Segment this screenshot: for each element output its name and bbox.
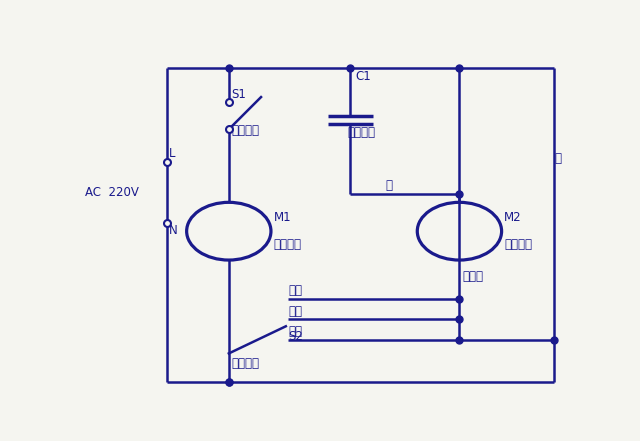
Text: L: L (169, 147, 176, 160)
Text: S1: S1 (231, 88, 246, 101)
Text: 黑: 黑 (555, 152, 562, 164)
Text: 低速: 低速 (288, 325, 302, 338)
Text: 黄: 黄 (385, 179, 392, 192)
Text: S2: S2 (288, 330, 303, 343)
Text: 启动电容: 启动电容 (348, 126, 376, 139)
Text: 风扇电机: 风扇电机 (504, 238, 532, 251)
Text: N: N (169, 224, 178, 237)
Text: 中速: 中速 (288, 305, 302, 318)
Text: C1: C1 (355, 70, 371, 83)
Text: 摇摆电机: 摇摆电机 (273, 238, 301, 251)
Text: M1: M1 (273, 211, 291, 224)
Text: 调速开关: 调速开关 (231, 357, 259, 370)
Text: M2: M2 (504, 211, 522, 224)
Text: AC  220V: AC 220V (85, 186, 139, 198)
Text: 摇摆开关: 摇摆开关 (231, 124, 259, 137)
Text: 红白蓝: 红白蓝 (462, 270, 483, 283)
Text: 高速: 高速 (288, 284, 302, 297)
